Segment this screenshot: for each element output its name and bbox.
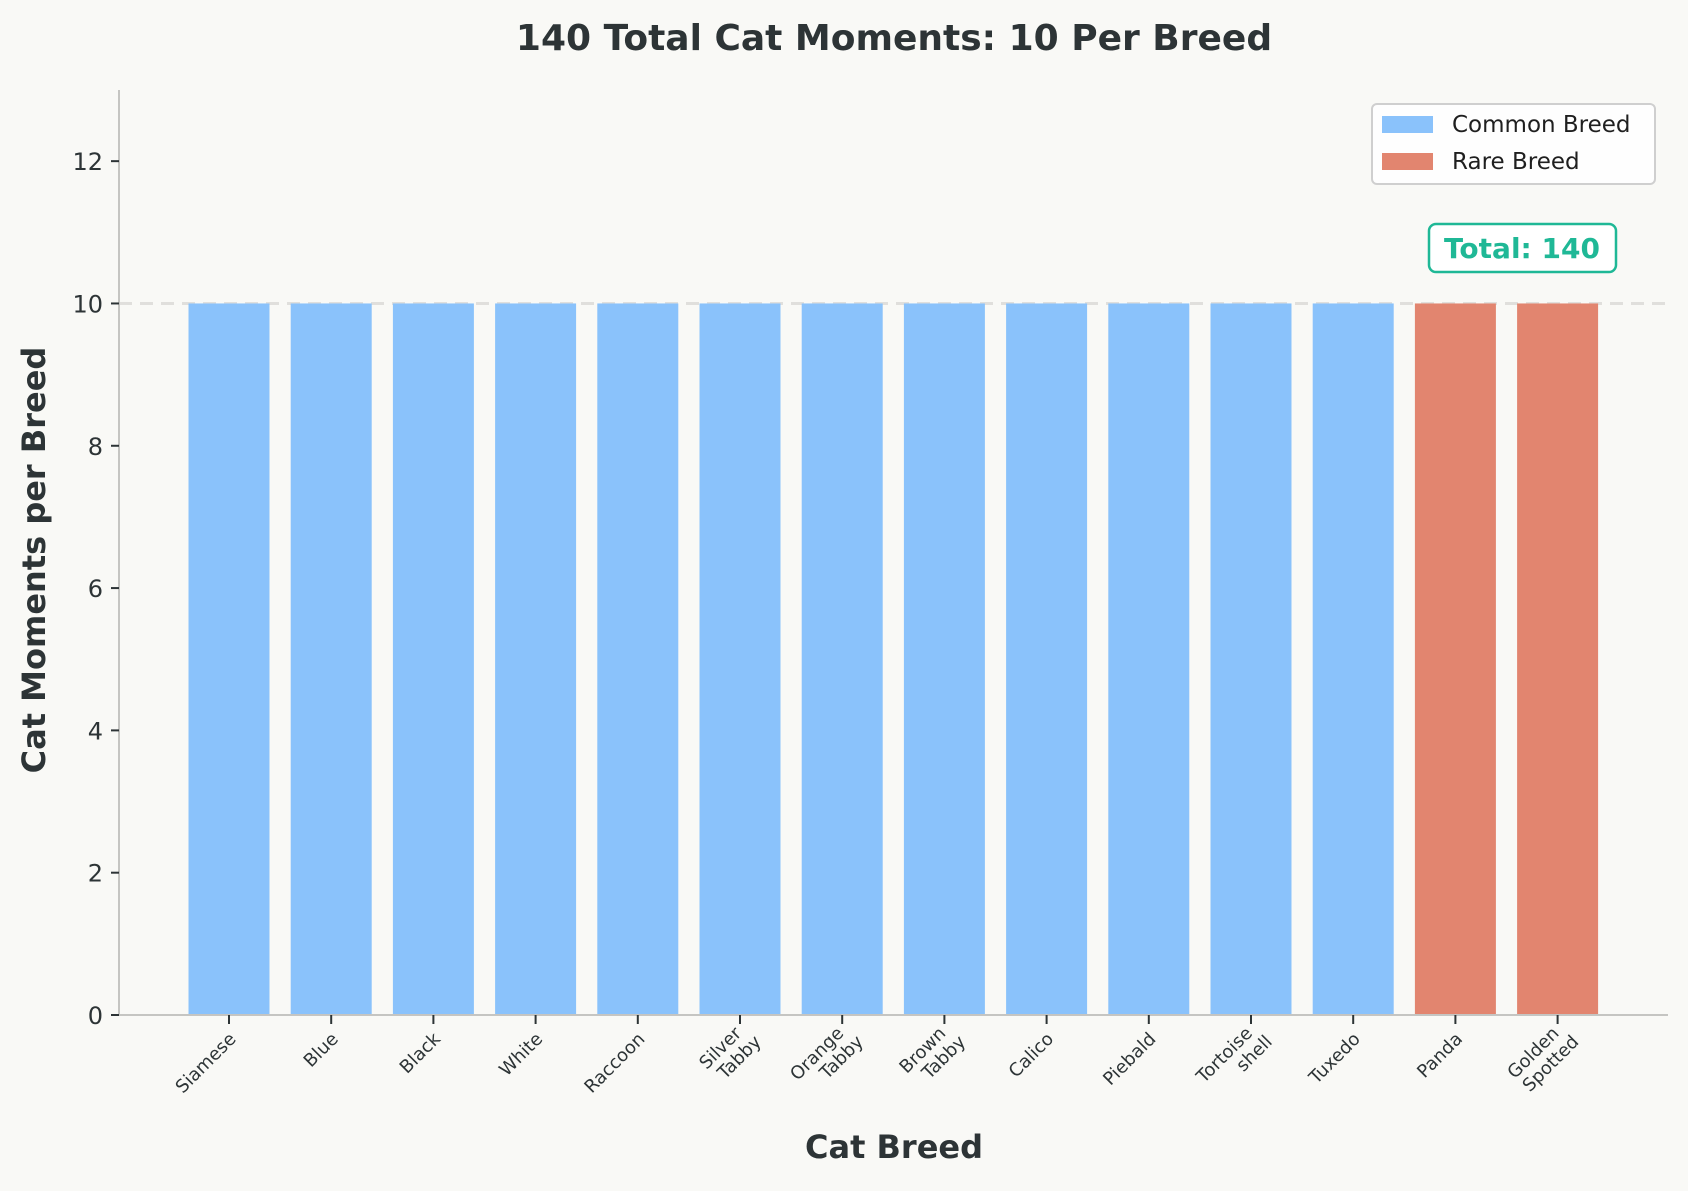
y-tick-label-12: 12 (72, 148, 103, 176)
x-tick-label-1: Blue (300, 1029, 343, 1072)
x-tick-label-4: Raccoon (580, 1029, 649, 1098)
x-tick-label-8: Calico (1005, 1029, 1058, 1082)
bar-8 (1006, 303, 1088, 1015)
legend-label-1: Rare Breed (1452, 149, 1580, 175)
x-tick-label-13: GoldenSpotted (1503, 1017, 1583, 1097)
total-annotation-box (1427, 222, 1618, 274)
axes-layer (118, 90, 1668, 1016)
x-ticks-layer: Siamese Blue Black White Raccoon SilverTabby O… (172, 1015, 1583, 1102)
y-tick-label-0: 0 (88, 1002, 103, 1030)
x-axis-title: Cat Breed (805, 1128, 983, 1166)
bar-10 (1210, 303, 1292, 1015)
y-tick-label-10: 10 (72, 290, 103, 318)
x-tick-label-11: Tuxedo (1304, 1029, 1364, 1089)
bar-1 (290, 303, 372, 1015)
y-tick-label-4: 4 (88, 717, 103, 745)
bar-13 (1517, 303, 1599, 1015)
x-tick-label-12: Panda (1413, 1029, 1467, 1083)
bar-0 (188, 303, 270, 1015)
x-tick-label-3: White (495, 1029, 547, 1081)
y-tick-label-8: 8 (88, 433, 103, 461)
bar-7 (903, 303, 985, 1015)
y-ticks-layer: 0 2 4 6 8 10 12 (72, 148, 119, 1030)
legend-box (1371, 103, 1656, 185)
y-tick-label-2: 2 (88, 860, 103, 888)
bar-4 (597, 303, 679, 1015)
bar-3 (495, 303, 577, 1015)
bar-9 (1108, 303, 1190, 1015)
x-tick-label-0: Siamese (172, 1029, 241, 1098)
x-tick-label-9: Piebald (1099, 1029, 1160, 1090)
bar-12 (1414, 303, 1496, 1015)
x-tick-label-2: Black (396, 1028, 446, 1078)
x-tick-label-6: OrangeTabby (786, 1017, 868, 1099)
y-axis-title: Cat Moments per Breed (15, 347, 53, 774)
y-tick-label-6: 6 (88, 575, 103, 603)
bar-11 (1312, 303, 1394, 1015)
bar-6 (801, 303, 883, 1015)
bar-2 (392, 303, 474, 1015)
bar-5 (699, 303, 781, 1015)
legend-swatch-0 (1382, 116, 1433, 133)
x-tick-label-5: SilverTabby (695, 1017, 766, 1088)
legend: Common Breed Rare Breed (1371, 103, 1656, 185)
legend-swatch-1 (1382, 153, 1433, 170)
x-tick-label-7: BrownTabby (895, 1017, 970, 1092)
bars-layer (188, 303, 1599, 1015)
total-annotation-text: Total: 140 (1444, 232, 1600, 265)
x-tick-label-10: Tortoiseshell (1192, 1017, 1277, 1102)
chart-title: 140 Total Cat Moments: 10 Per Breed (516, 18, 1272, 59)
total-annotation: Total: 140 (1427, 222, 1618, 274)
legend-label-0: Common Breed (1452, 112, 1631, 138)
